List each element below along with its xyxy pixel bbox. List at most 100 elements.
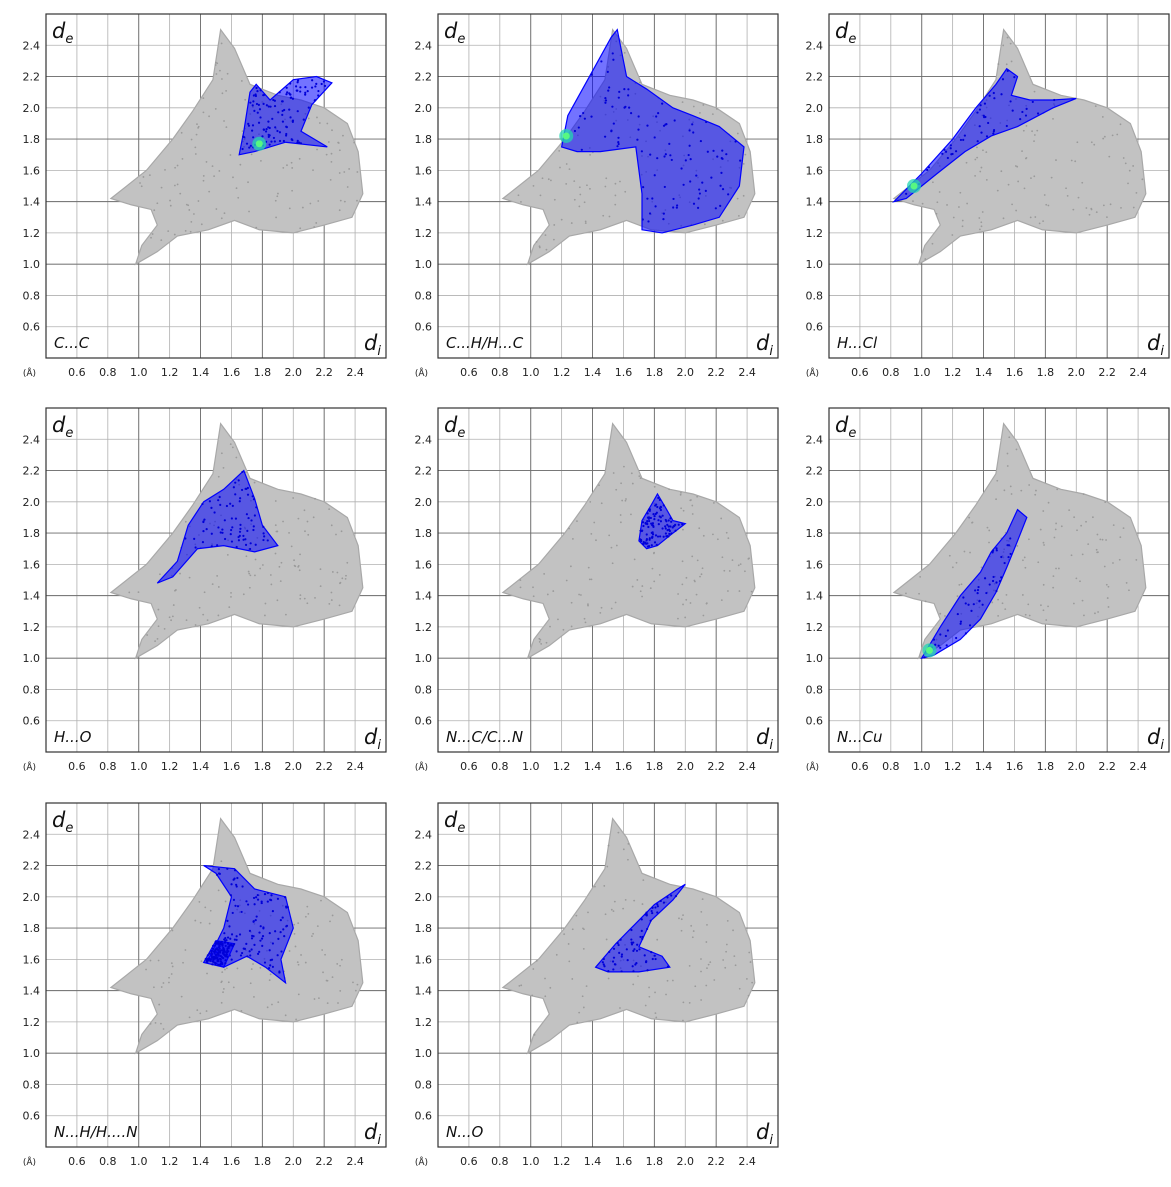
contact-point [284, 896, 287, 899]
speckle-dot [728, 570, 731, 572]
contact-point [976, 111, 979, 114]
speckle-dot [584, 220, 587, 223]
contact-point [978, 600, 981, 603]
speckle-dot [1034, 493, 1037, 496]
plot-frame [45, 407, 387, 753]
contact-point [1025, 107, 1028, 111]
y-tick-label: 2.2 [415, 860, 433, 873]
contact-point [959, 138, 963, 142]
speckle-dot [276, 599, 279, 602]
speckle-dot [619, 1007, 621, 1009]
speckle-dot [610, 607, 613, 610]
contact-point [670, 158, 673, 162]
speckle-dot [356, 983, 359, 986]
speckle-dot [298, 157, 301, 160]
contact-point [949, 144, 952, 147]
y-tick-label: 2.2 [23, 71, 41, 84]
contact-point [235, 885, 238, 888]
speckle-dot [700, 999, 703, 1001]
speckle-dot [232, 176, 234, 179]
contact-point [657, 519, 660, 522]
speckle-dot [624, 499, 627, 502]
contact-point [217, 526, 220, 529]
contact-point [317, 94, 320, 97]
contact-point [229, 894, 232, 897]
speckle-dot [278, 565, 281, 568]
contact-point [612, 122, 615, 125]
speckle-dot [587, 566, 590, 569]
speckle-dot [538, 637, 541, 640]
contact-point [249, 542, 252, 545]
speckle-dot [600, 606, 603, 609]
speckle-dot [293, 933, 296, 935]
contact-point [263, 535, 266, 538]
contact-point [213, 961, 216, 964]
speckle-dot [571, 928, 574, 931]
contact-point [307, 106, 310, 109]
speckle-dot [322, 971, 324, 974]
speckle-dot [304, 915, 307, 918]
speckle-dot [603, 885, 606, 887]
contact-point [604, 101, 607, 104]
contact-point [252, 896, 256, 900]
speckle-dot [1033, 134, 1036, 136]
contact-point [669, 525, 672, 528]
x-tick-label: 1.0 [522, 1155, 540, 1168]
speckle-dot [203, 591, 206, 594]
contact-point [659, 506, 663, 509]
speckle-dot [1005, 63, 1008, 66]
contact-point [993, 97, 996, 100]
contact-point [1007, 544, 1011, 547]
contact-point [259, 89, 262, 92]
speckle-dot [1066, 194, 1069, 197]
contact-point [283, 935, 286, 938]
speckle-dot [338, 149, 341, 152]
speckle-dot [586, 184, 588, 187]
y-tick-label: 1.6 [806, 164, 824, 177]
x-tick-label: 0.8 [99, 1155, 117, 1168]
x-tick-label: 2.2 [1098, 760, 1116, 773]
contact-point [254, 919, 257, 922]
contact-point [252, 136, 255, 139]
speckle-dot [306, 905, 309, 908]
speckle-dot [569, 565, 572, 568]
speckle-dot [713, 979, 716, 981]
speckle-dot [1042, 541, 1045, 544]
contact-point [657, 496, 660, 500]
speckle-dot [630, 513, 632, 516]
contact-point [651, 536, 654, 539]
speckle-dot [282, 520, 284, 523]
contact-point [626, 959, 629, 962]
speckle-dot [919, 575, 922, 578]
contact-point [632, 941, 635, 944]
x-tick-label: 1.8 [254, 366, 272, 379]
speckle-dot [313, 998, 316, 1000]
speckle-dot [340, 530, 343, 533]
y-tick-label: 1.2 [23, 227, 41, 240]
speckle-dot [202, 179, 205, 182]
speckle-dot [979, 228, 981, 231]
contact-point [235, 883, 238, 886]
speckle-dot [163, 627, 166, 630]
contact-point [956, 612, 959, 616]
speckle-dot [299, 594, 302, 597]
speckle-dot [644, 1004, 647, 1007]
speckle-dot [255, 226, 258, 229]
speckle-dot [1070, 554, 1073, 557]
contact-point [223, 519, 226, 522]
speckle-dot [222, 991, 224, 994]
contact-point [992, 91, 995, 95]
speckle-dot [286, 164, 288, 167]
contact-point [978, 108, 982, 111]
x-tick-label: 2.4 [346, 1155, 364, 1168]
contact-point [617, 140, 620, 144]
contact-point [277, 937, 280, 940]
speckle-dot [588, 578, 591, 581]
speckle-dot [202, 97, 205, 100]
contact-point [241, 470, 244, 474]
speckle-dot [633, 558, 636, 561]
speckle-dot [608, 534, 611, 537]
speckle-dot [565, 579, 568, 582]
contact-point [210, 532, 213, 535]
contact-point [625, 948, 628, 951]
